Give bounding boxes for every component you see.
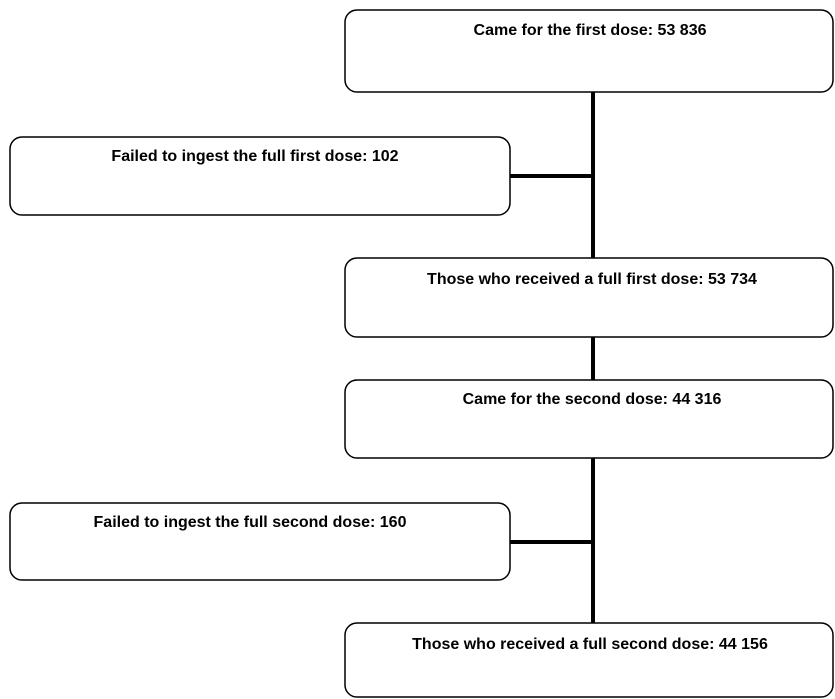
node-box <box>9 502 511 581</box>
node-box <box>344 257 834 338</box>
node-label: Those who received a full second dose: 4… <box>412 636 768 653</box>
node-label: Came for the first dose: 53 836 <box>474 22 707 39</box>
node-label: Came for the second dose: 44 316 <box>463 391 722 408</box>
node-box <box>344 622 834 698</box>
node-box <box>9 136 511 216</box>
node-box <box>344 9 834 93</box>
node-label: Failed to ingest the full second dose: 1… <box>94 514 407 531</box>
node-box <box>344 379 834 459</box>
node-label: Failed to ingest the full first dose: 10… <box>111 148 398 165</box>
node-label: Those who received a full first dose: 53… <box>427 271 757 288</box>
